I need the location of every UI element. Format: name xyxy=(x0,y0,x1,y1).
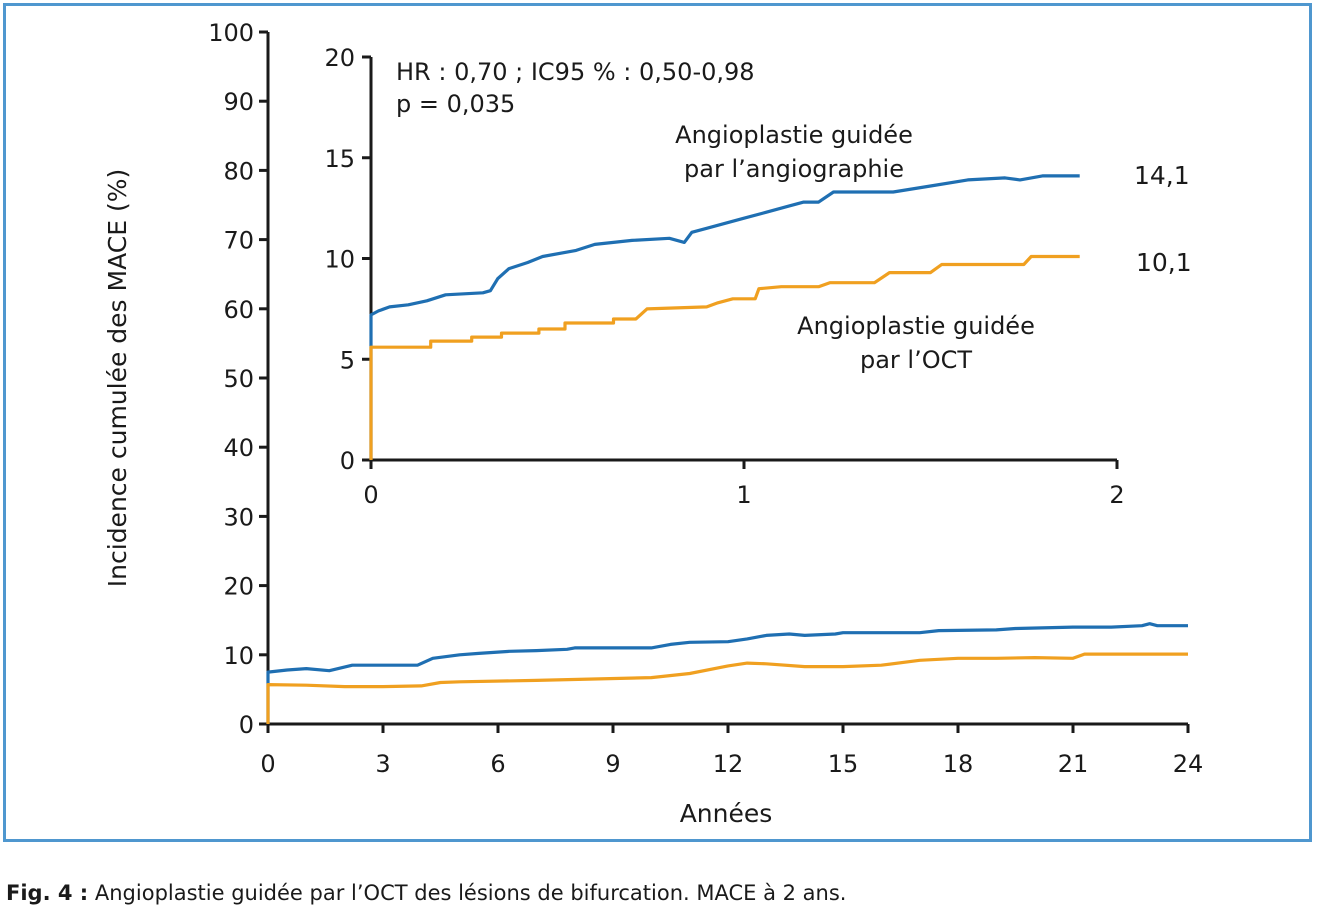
main-y-tick-label: 40 xyxy=(223,434,254,462)
inset-x-tick-label: 2 xyxy=(1109,481,1124,509)
figure-caption: Fig. 4 : Angioplastie guidée par l’OCT d… xyxy=(6,881,846,905)
main-y-tick-label: 90 xyxy=(223,88,254,116)
main-x-tick-label: 6 xyxy=(490,750,505,778)
main-x-tick-label: 24 xyxy=(1173,750,1204,778)
angio-end-value-label: 14,1 xyxy=(1134,161,1190,190)
inset-y-tick-label: 10 xyxy=(324,246,355,274)
main-series xyxy=(266,622,1188,724)
figure-frame xyxy=(3,3,1312,842)
figure-caption-label: Fig. 4 : xyxy=(6,881,89,905)
main-axes: Incidence cumulée des MACE (%) Années xyxy=(103,32,1188,828)
inset-y-tick-label: 15 xyxy=(324,145,355,173)
main-y-tick-label: 80 xyxy=(223,157,254,185)
oct-series-label-line1: Angioplastie guidée xyxy=(797,312,1035,340)
main-y-tick-label: 10 xyxy=(223,642,254,670)
main-y-tick-label: 30 xyxy=(223,503,254,531)
inset-x-tick-label: 0 xyxy=(363,481,378,509)
inset-angio-series-line xyxy=(369,174,1080,460)
main-x-tick-label: 18 xyxy=(943,750,974,778)
figure-caption-text: Angioplastie guidée par l’OCT des lésion… xyxy=(94,881,847,905)
inset-y-tick-label: 0 xyxy=(340,447,355,475)
main-x-tick-label: 3 xyxy=(375,750,390,778)
main-x-tick-label: 9 xyxy=(605,750,620,778)
main-x-tick-label: 21 xyxy=(1058,750,1089,778)
main-y-axis-label: Incidence cumulée des MACE (%) xyxy=(103,169,132,587)
main-oct-series-line xyxy=(266,652,1188,724)
main-y-tick-label: 0 xyxy=(239,711,254,739)
oct-end-value-label: 10,1 xyxy=(1136,248,1192,277)
inset-y-tick-label: 20 xyxy=(324,44,355,72)
inset-series xyxy=(369,174,1080,460)
main-y-tick-label: 60 xyxy=(223,296,254,324)
main-x-tick-label: 12 xyxy=(713,750,744,778)
angio-series-label-line2: par l’angiographie xyxy=(684,155,904,183)
oct-series-label-line2: par l’OCT xyxy=(860,346,972,374)
main-x-axis-label: Années xyxy=(680,799,773,828)
main-x-tick-label: 15 xyxy=(828,750,859,778)
main-x-tick-label: 0 xyxy=(260,750,275,778)
angio-series-label-line1: Angioplastie guidée xyxy=(675,121,913,149)
inset-y-tick-label: 5 xyxy=(340,346,355,374)
inset-x-tick-label: 1 xyxy=(736,481,751,509)
main-y-tick-label: 50 xyxy=(223,365,254,393)
main-y-tick-label: 70 xyxy=(223,227,254,255)
main-y-tick-label: 100 xyxy=(208,19,254,47)
hazard-ratio-annotation: HR : 0,70 ; IC95 % : 0,50-0,98 xyxy=(396,58,755,86)
main-angio-series-line xyxy=(266,622,1188,724)
p-value-annotation: p = 0,035 xyxy=(396,90,515,118)
main-y-tick-label: 20 xyxy=(223,573,254,601)
inset-oct-series-line xyxy=(369,254,1080,460)
